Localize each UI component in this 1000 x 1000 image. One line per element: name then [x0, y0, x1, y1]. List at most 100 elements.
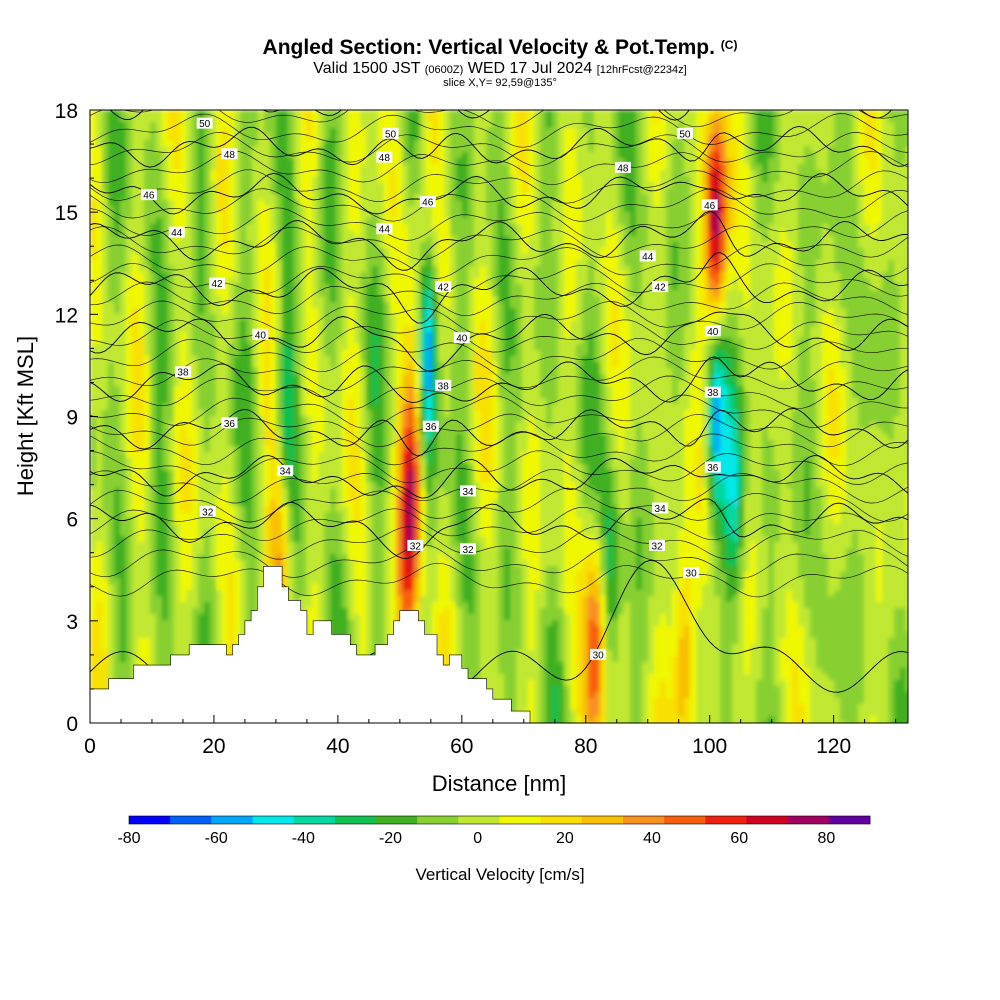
theta-contour-line	[90, 169, 908, 204]
theta-label: 48	[221, 148, 238, 161]
x-tick-label: 20	[202, 735, 225, 758]
colorbar-swatch	[252, 816, 294, 824]
y-tick-label: 3	[66, 611, 78, 634]
title-text: Angled Section: Vertical Velocity & Pot.…	[262, 36, 715, 59]
theta-label: 36	[422, 420, 439, 433]
theta-contour-line	[90, 394, 908, 429]
colorbar-tick-label: -60	[205, 830, 228, 847]
theta-label: 34	[277, 464, 294, 477]
theta-label: 46	[701, 199, 718, 212]
theta-label: 50	[676, 127, 693, 140]
valid-date: WED 17 Jul 2024	[467, 60, 593, 77]
y-tick-label: 12	[55, 304, 78, 327]
theta-label: 48	[614, 161, 631, 174]
theta-contour-line	[90, 110, 908, 129]
theta-label: 32	[407, 539, 424, 552]
theta-label: 30	[683, 567, 700, 580]
theta-label: 38	[704, 386, 721, 399]
theta-label: 34	[652, 502, 669, 515]
y-tick-label: 9	[66, 407, 78, 430]
colorbar-tick-label: 80	[818, 830, 836, 847]
colorbar-swatch	[211, 816, 253, 824]
theta-contour-line	[90, 526, 908, 560]
theta-label: 42	[652, 281, 669, 294]
y-tick-label: 15	[55, 202, 78, 225]
colorbar-tick-label: 20	[556, 830, 574, 847]
theta-label: 42	[435, 281, 452, 294]
theta-label: 32	[460, 543, 477, 556]
x-tick-label: 60	[450, 735, 473, 758]
colorbar-swatch	[129, 816, 171, 824]
theta-contour-labels: 50 48 46 44 42 40 38 36 34 32 50 48 46 44 42 40 38 36 34 32…	[140, 117, 721, 661]
x-tick-label: 120	[816, 735, 851, 758]
theta-contour-line	[90, 544, 908, 579]
colorbar-swatch	[334, 816, 377, 824]
theta-contour-line	[90, 262, 908, 298]
theta-contour-line	[90, 487, 908, 523]
colorbar-tick-label: -80	[117, 830, 140, 847]
theta-contour-line	[90, 506, 908, 542]
colorbar-tick-label: -40	[292, 830, 315, 847]
slice-line: slice X,Y= 92,59@135°	[443, 77, 557, 89]
colorbar-swatch	[746, 816, 788, 824]
chart-title: Angled Section: Vertical Velocity & Pot.…	[0, 36, 1000, 60]
colorbar-swatch	[705, 816, 747, 824]
theta-label: 40	[453, 332, 470, 345]
colorbar-tick-label: 60	[730, 830, 748, 847]
colorbar-tick-label: 40	[643, 830, 661, 847]
theta-contour-48	[90, 125, 908, 168]
theta-contour-44	[90, 210, 908, 271]
theta-label: 46	[419, 195, 436, 208]
colorbar-swatch	[664, 816, 706, 824]
valid-prefix: Valid 1500 JST	[313, 60, 421, 77]
theta-contour-line	[90, 562, 908, 598]
theta-label: 44	[376, 223, 393, 236]
theta-contour-line	[90, 113, 908, 148]
theta-label: 48	[376, 151, 393, 164]
theta-contour-line	[90, 206, 908, 241]
theta-label: 38	[174, 366, 191, 379]
colorbar-swatch	[623, 816, 665, 824]
theta-contour-line	[90, 132, 908, 167]
theta-contour-line	[90, 319, 908, 353]
theta-label: 42	[209, 277, 226, 290]
theta-label: 46	[140, 189, 157, 202]
theta-contour-line	[90, 375, 908, 411]
colorbar-swatch	[499, 816, 541, 824]
colorbar-label: Vertical Velocity [cm/s]	[415, 865, 584, 884]
theta-contour-32	[90, 498, 908, 559]
colorbar-swatch	[458, 816, 500, 824]
x-tick-label: 80	[574, 735, 597, 758]
colorbar-tick-label: 0	[473, 830, 482, 847]
x-axis-label: Distance [nm]	[432, 771, 567, 796]
colorbar-tick-label: -20	[379, 830, 402, 847]
x-tick-label: 40	[326, 735, 349, 758]
y-tick-label: 18	[55, 100, 78, 123]
theta-label: 50	[382, 127, 399, 140]
y-axis-label: Height [Kft MSL]	[13, 336, 38, 496]
theta-label: 44	[168, 226, 185, 239]
velocity-field	[90, 110, 908, 723]
theta-contour-line	[90, 356, 908, 392]
theta-contour-46	[90, 172, 908, 215]
theta-label: 32	[649, 539, 666, 552]
theta-contour-line	[90, 188, 908, 222]
colorbar-swatch	[787, 816, 830, 824]
terrain-outline	[90, 566, 531, 723]
valid-time-line: Valid 1500 JST (0600Z) WED 17 Jul 2024 […	[0, 60, 1000, 79]
x-tick-label: 100	[692, 735, 727, 758]
theta-contour-line	[90, 300, 908, 335]
theta-label: 32	[199, 505, 216, 518]
theta-label: 34	[460, 485, 477, 498]
theta-label: 36	[221, 417, 238, 430]
colorbar: -80 -60 -40 -20 0 20 40 60 80	[117, 815, 871, 847]
theta-label: 38	[435, 379, 452, 392]
theta-contour-line	[90, 431, 908, 467]
theta-contour-line	[90, 225, 908, 260]
colorbar-swatch	[376, 816, 418, 824]
valid-zulu: (0600Z)	[424, 64, 464, 76]
theta-contour-line	[90, 450, 908, 485]
theta-contour-42	[90, 251, 908, 324]
terrain-mask	[90, 566, 530, 723]
